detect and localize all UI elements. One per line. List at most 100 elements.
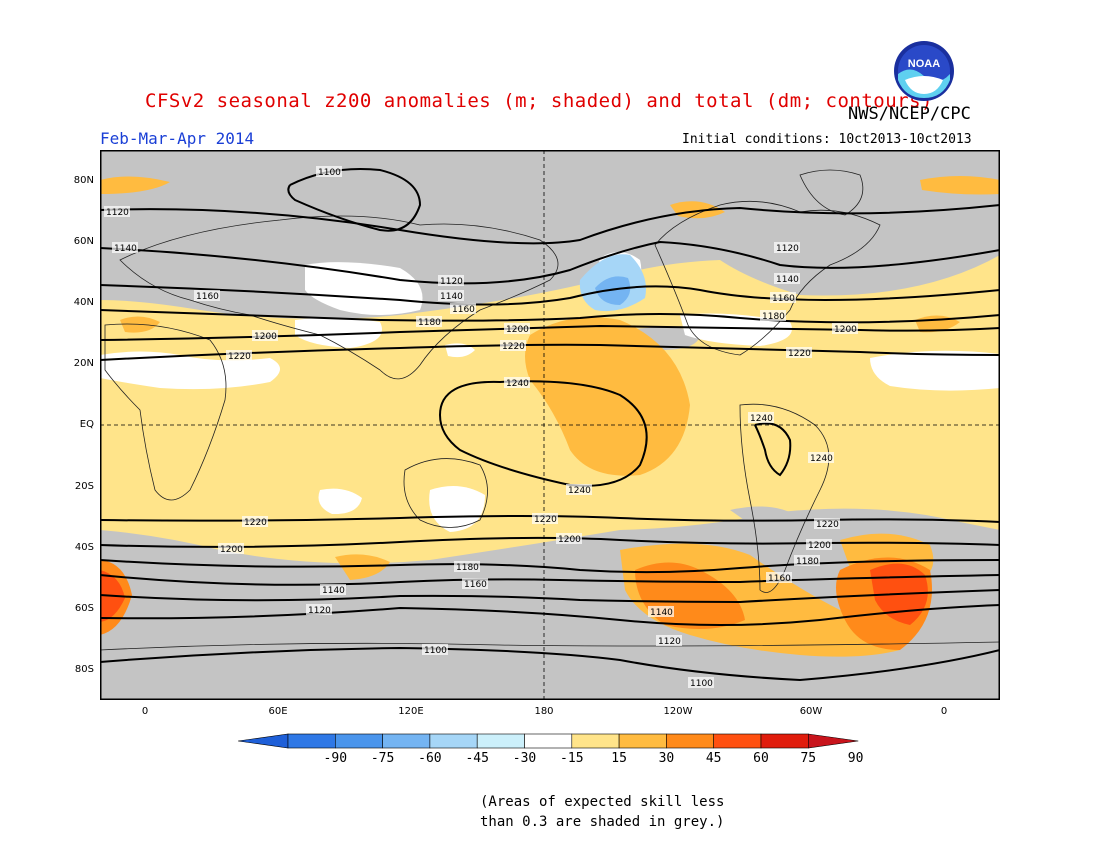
season-label: Feb-Mar-Apr 2014 bbox=[100, 129, 255, 148]
contour-label: 1200 bbox=[834, 325, 857, 335]
contour-label: 1240 bbox=[506, 379, 529, 389]
contour-1200-south bbox=[100, 536, 1000, 548]
contour-1100-south bbox=[100, 646, 1000, 682]
contour-label: 1200 bbox=[254, 332, 277, 342]
contour-label: 1240 bbox=[568, 486, 591, 496]
lon-label: 60E bbox=[268, 706, 288, 717]
lat-label: 80S bbox=[74, 664, 94, 675]
colorbar-tick-label: 45 bbox=[705, 751, 722, 766]
lat-label: 20S bbox=[74, 481, 94, 492]
contour-1180-south bbox=[100, 559, 1000, 574]
contour-label: 1220 bbox=[816, 520, 839, 530]
lat-label: 60S bbox=[74, 603, 94, 614]
colorbar bbox=[238, 733, 859, 749]
map-title: CFSv2 seasonal z200 anomalies (m; shaded… bbox=[145, 90, 933, 112]
agency-label: NWS/NCEP/CPC bbox=[848, 104, 971, 124]
lat-label: 20N bbox=[73, 358, 94, 369]
contour-1220 bbox=[100, 343, 1000, 361]
colorbar-arrow-left bbox=[238, 733, 289, 749]
colorbar-cell bbox=[524, 733, 573, 749]
contour-label: 1160 bbox=[772, 294, 795, 304]
contour-label: 1180 bbox=[796, 557, 819, 567]
contour-1160-south bbox=[100, 574, 1000, 586]
colorbar-cell bbox=[476, 733, 525, 749]
contour-label: 1160 bbox=[768, 574, 791, 584]
lat-label: EQ bbox=[79, 419, 94, 430]
colorbar-tick-label: 75 bbox=[800, 751, 817, 766]
colorbar-tick-label: -75 bbox=[370, 751, 395, 766]
contour-1220-south bbox=[100, 515, 1000, 523]
lat-label: 40S bbox=[74, 542, 94, 553]
contour-label: 1100 bbox=[424, 646, 447, 656]
colorbar-tick-label: 90 bbox=[847, 751, 864, 766]
lon-label: 0 bbox=[940, 706, 948, 717]
colorbar-cell bbox=[666, 733, 714, 749]
contour-1240-andes bbox=[754, 422, 792, 477]
lon-label: 180 bbox=[534, 706, 554, 717]
contour-label: 1140 bbox=[322, 586, 345, 596]
colorbar-arrow-right bbox=[807, 733, 859, 749]
colorbar-tick-label: -30 bbox=[512, 751, 537, 766]
svg-text:NOAA: NOAA bbox=[908, 58, 940, 70]
contour-label: 1220 bbox=[244, 518, 267, 528]
contour-label: 1180 bbox=[456, 563, 479, 573]
initial-conditions-label: Initial conditions: 10ct2013-10ct2013 bbox=[682, 132, 972, 147]
contour-1180 bbox=[100, 309, 1000, 324]
colorbar-cell bbox=[713, 733, 762, 749]
lon-label: 0 bbox=[141, 706, 149, 717]
contour-label: 1140 bbox=[776, 275, 799, 285]
colorbar-cell bbox=[429, 733, 478, 749]
colorbar-cell bbox=[382, 733, 431, 749]
contour-label: 1160 bbox=[196, 292, 219, 302]
contour-label: 1120 bbox=[776, 244, 799, 254]
contour-label: 1180 bbox=[762, 312, 785, 322]
anomaly-map: 1100 1120 1140 1160 1200 1220 1120 1140 … bbox=[100, 150, 1000, 700]
contour-label: 1100 bbox=[318, 168, 341, 178]
colorbar-cell bbox=[335, 733, 383, 749]
colorbar-tick-label: -15 bbox=[560, 751, 584, 766]
lon-label: 120E bbox=[398, 706, 424, 717]
contour-label: 1120 bbox=[106, 208, 129, 218]
skill-note-line1: (Areas of expected skill less bbox=[480, 794, 725, 810]
contour-1140-south bbox=[100, 589, 1000, 604]
contour-label: 1160 bbox=[452, 305, 475, 315]
colorbar-tick-label: -90 bbox=[323, 751, 348, 766]
contour-label: 1200 bbox=[506, 325, 529, 335]
contour-label: 1140 bbox=[440, 292, 463, 302]
contour-label: 1140 bbox=[650, 608, 673, 618]
contour-label: 1200 bbox=[808, 541, 831, 551]
contour-1120 bbox=[100, 204, 1000, 245]
colorbar-tick-label: 60 bbox=[753, 751, 769, 766]
contour-label: 1220 bbox=[502, 342, 525, 352]
negative-anomaly-regions bbox=[579, 254, 646, 312]
contour-label: 1220 bbox=[788, 349, 811, 359]
contour-1120-south bbox=[100, 604, 1000, 626]
contour-label: 1220 bbox=[534, 515, 557, 525]
lat-label: 80N bbox=[73, 175, 94, 186]
lon-label: 120W bbox=[663, 706, 693, 717]
contour-label: 1120 bbox=[440, 277, 463, 287]
contour-label: 1180 bbox=[418, 318, 441, 328]
contour-1100-north bbox=[287, 168, 422, 232]
contour-labels: 1100 1120 1140 1160 1200 1220 1120 1140 … bbox=[104, 166, 858, 689]
contour-label: 1240 bbox=[810, 454, 833, 464]
contour-label: 1200 bbox=[558, 535, 581, 545]
colorbar-cell bbox=[571, 733, 620, 749]
colorbar-tick-label: 15 bbox=[611, 751, 627, 766]
contour-label: 1160 bbox=[464, 580, 487, 590]
contour-1160 bbox=[100, 284, 1000, 306]
skill-note-line2: than 0.3 are shaded in grey.) bbox=[480, 814, 725, 830]
contour-label: 1120 bbox=[658, 637, 681, 647]
colorbar-tick-label: 30 bbox=[658, 751, 675, 766]
contour-1240-north bbox=[439, 380, 648, 487]
contour-label: 1120 bbox=[308, 606, 331, 616]
colorbar-cell bbox=[287, 733, 336, 749]
contour-label: 1200 bbox=[220, 545, 243, 555]
contour-1140 bbox=[100, 240, 1000, 285]
contour-label: 1220 bbox=[228, 352, 251, 362]
lon-label: 60W bbox=[799, 706, 823, 717]
noaa-logo-icon: NOAA bbox=[894, 41, 954, 101]
map-frame bbox=[100, 150, 1000, 700]
contour-label: 1100 bbox=[690, 679, 713, 689]
colorbar-cell bbox=[618, 733, 667, 749]
